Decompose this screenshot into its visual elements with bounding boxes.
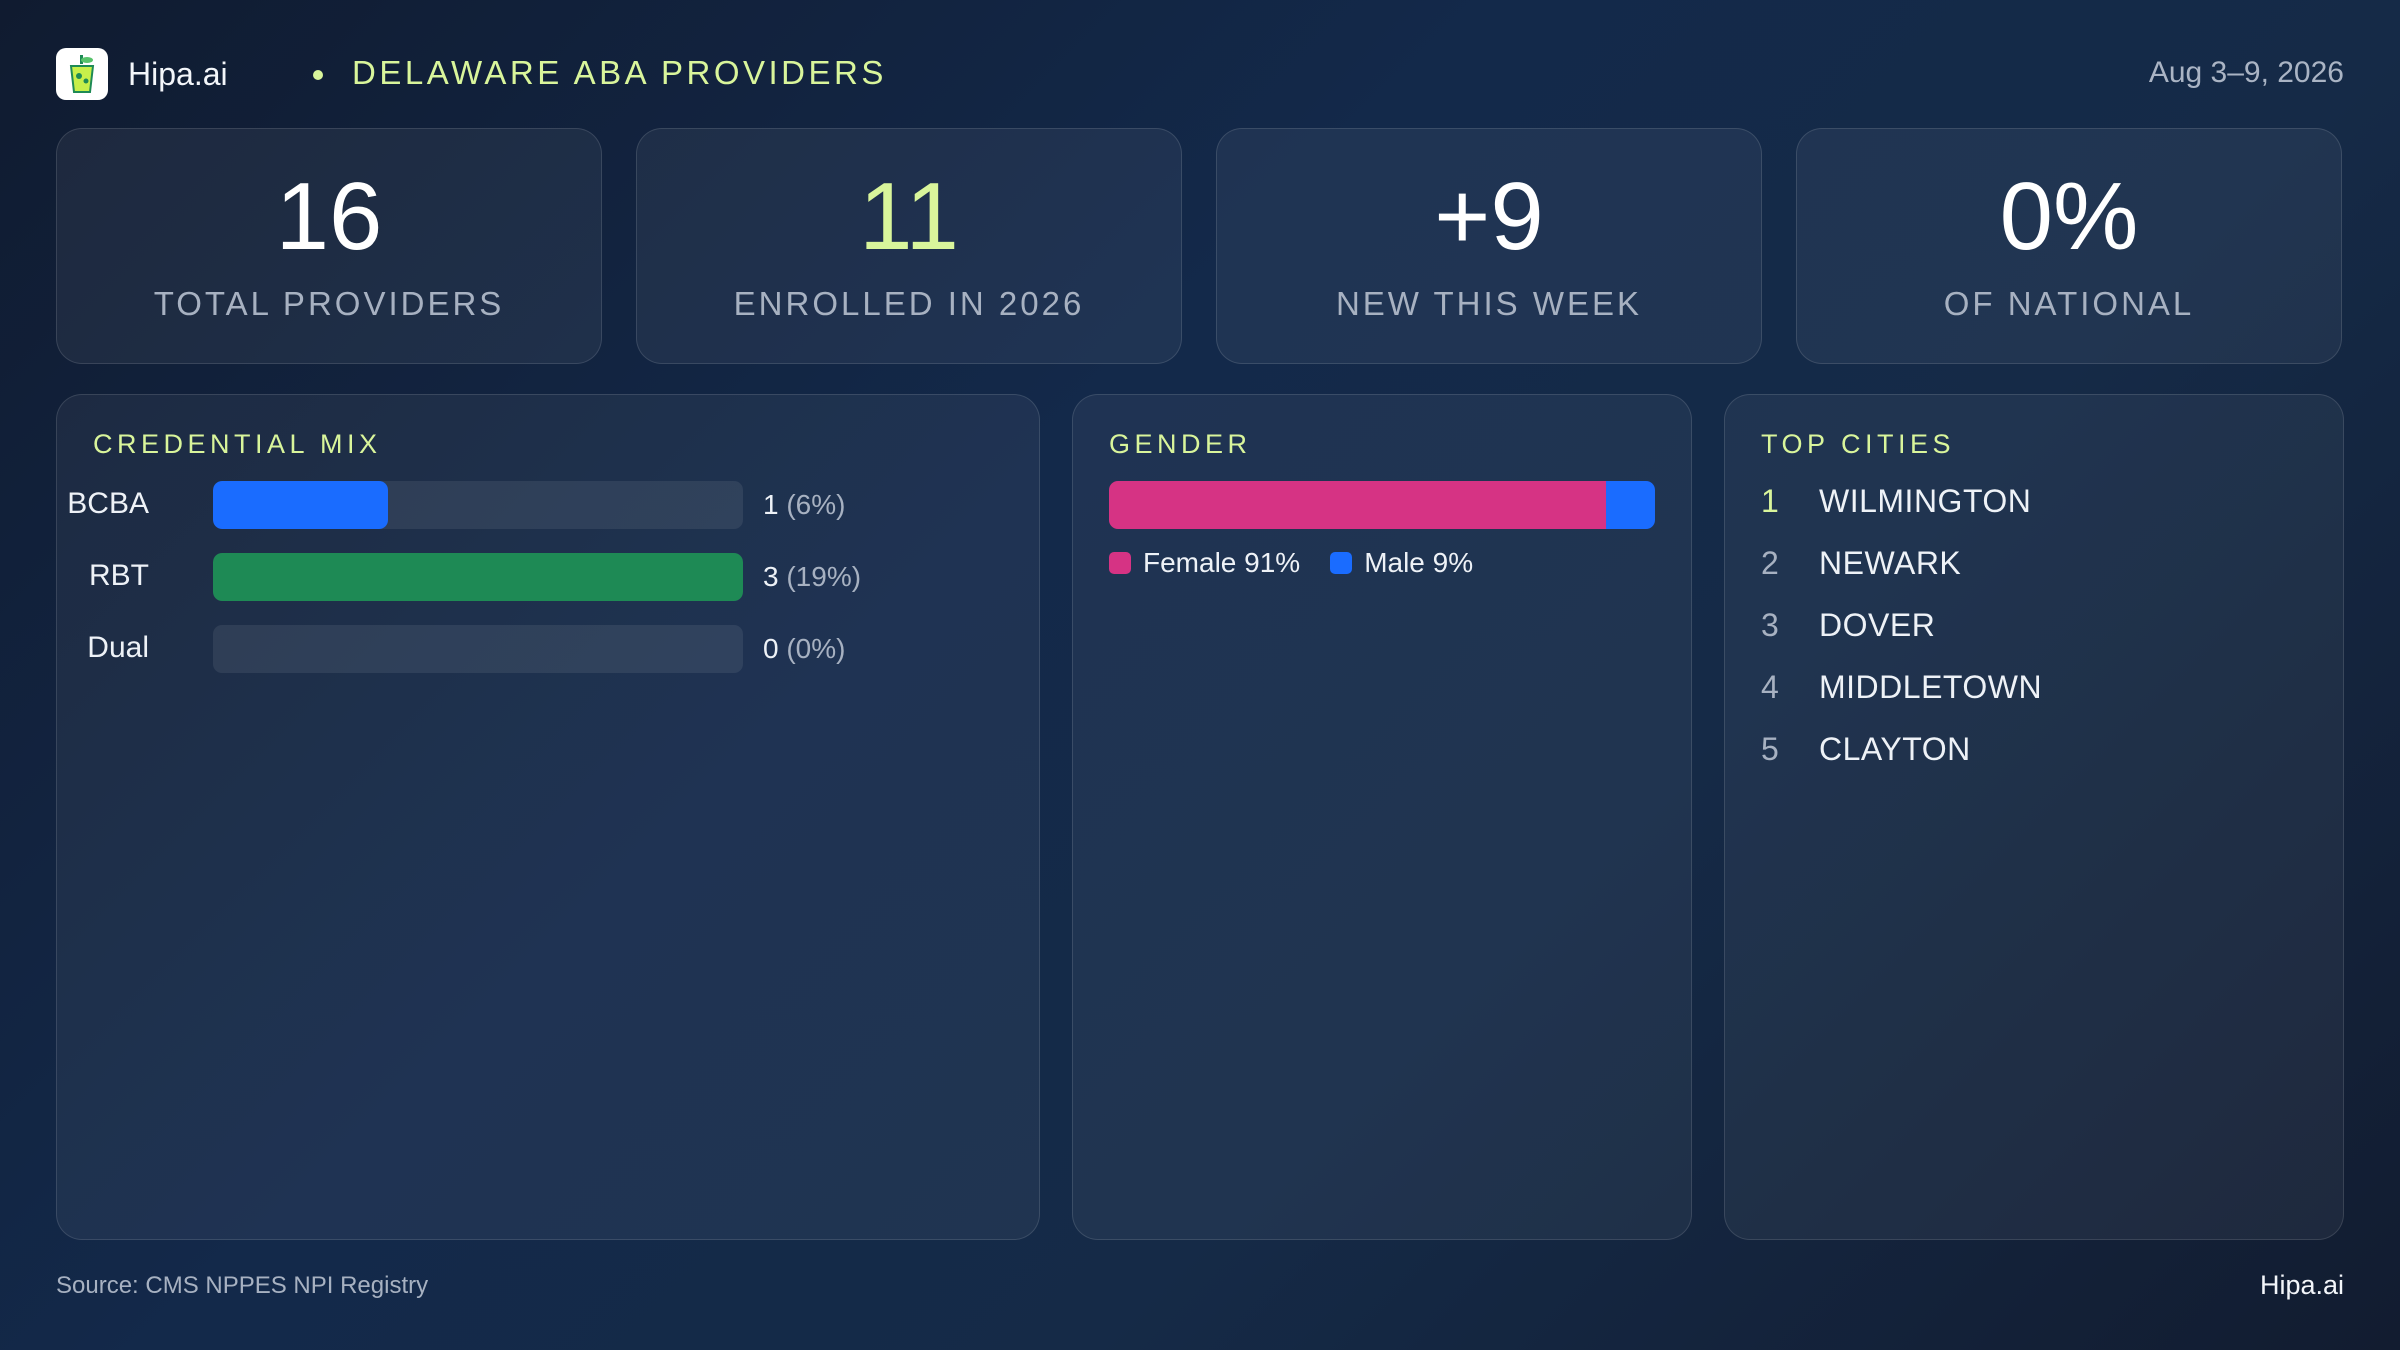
bar-percent: (19%) (786, 561, 862, 592)
bar-label: RBT (89, 559, 149, 592)
stat-value: 11 (859, 163, 959, 270)
footer-brand: Hipa.ai (2259, 1270, 2344, 1300)
bar-count: 0 (763, 633, 779, 664)
source-note: Source: CMS NPPES NPI Registry (56, 1272, 429, 1299)
bar-count: 1 (763, 489, 779, 520)
legend-swatch (1109, 552, 1131, 574)
title-separator-dot (313, 70, 323, 80)
stat-card-enrolled: 11 ENROLLED IN 2026 (636, 128, 1182, 364)
stat-card-new-this-week: +9 NEW THIS WEEK (1216, 128, 1762, 364)
bar-label: Dual (87, 631, 149, 664)
bar-track (213, 625, 743, 673)
gender-segment-female (1109, 481, 1606, 529)
page-title: DELAWARE ABA PROVIDERS (296, 54, 887, 92)
gender-bar (1109, 481, 1655, 529)
page-title-text: DELAWARE ABA PROVIDERS (352, 54, 887, 91)
brand-name: Hipa.ai (128, 56, 228, 92)
legend-item-female: Female 91% (1109, 547, 1300, 579)
city-name: WILMINGTON (1819, 483, 2032, 519)
bar-value: 1 (6%) (763, 489, 845, 521)
gender-panel: GENDER Female 91% Male 9% (1072, 394, 1692, 1240)
bar-fill (213, 553, 743, 601)
credential-row-dual: Dual 0 (0%) (57, 625, 997, 675)
logo[interactable] (56, 48, 108, 100)
city-rank: 4 (1761, 669, 1779, 705)
city-item: 2 NEWARK (1761, 545, 2301, 585)
gender-legend: Female 91% Male 9% (1109, 547, 1473, 579)
city-name: MIDDLETOWN (1819, 669, 2043, 705)
top-cities-panel: TOP CITIES 1 WILMINGTON 2 NEWARK 3 DOVER… (1724, 394, 2344, 1240)
city-item: 4 MIDDLETOWN (1761, 669, 2301, 709)
panel-title: CREDENTIAL MIX (93, 429, 382, 459)
city-name: NEWARK (1819, 545, 1962, 581)
city-rank: 2 (1761, 545, 1779, 581)
bar-track (213, 553, 743, 601)
city-item: 1 WILMINGTON (1761, 483, 2301, 523)
stat-value: +9 (1434, 163, 1544, 270)
legend-swatch (1330, 552, 1353, 574)
stat-value: 0% (1999, 163, 2139, 270)
bar-value: 0 (0%) (763, 633, 845, 665)
stat-label: NEW THIS WEEK (1335, 285, 1643, 322)
stat-label: ENROLLED IN 2026 (733, 285, 1085, 322)
bar-fill (213, 481, 388, 529)
city-rank: 3 (1761, 607, 1779, 643)
city-name: CLAYTON (1819, 731, 1971, 767)
bar-percent: (0%) (786, 633, 846, 664)
gender-segment-male (1605, 481, 1655, 529)
credential-row-bcba: BCBA 1 (6%) (57, 481, 997, 531)
city-rank: 1 (1761, 483, 1779, 519)
credential-row-rbt: RBT 3 (19%) (57, 553, 997, 603)
bar-count: 3 (763, 561, 779, 592)
city-name: DOVER (1819, 607, 1936, 643)
city-item: 5 CLAYTON (1761, 731, 2301, 771)
panel-title: TOP CITIES (1761, 429, 1956, 459)
city-rank: 5 (1761, 731, 1779, 767)
legend-label: Female 91% (1143, 547, 1301, 578)
city-item: 3 DOVER (1761, 607, 2301, 647)
stat-card-of-national: 0% OF NATIONAL (1796, 128, 2342, 364)
bar-track (213, 481, 743, 529)
stat-label: OF NATIONAL (1943, 285, 2195, 322)
panel-title: GENDER (1109, 429, 1252, 459)
bar-label: BCBA (67, 487, 149, 520)
juice-cup-icon (69, 55, 95, 93)
stat-value: 16 (275, 163, 383, 270)
credential-mix-panel: CREDENTIAL MIX BCBA 1 (6%) RBT 3 (19%) D… (56, 394, 1040, 1240)
legend-label: Male 9% (1364, 547, 1474, 578)
bar-percent: (6%) (786, 489, 846, 520)
bar-value: 3 (19%) (763, 561, 861, 593)
stat-card-total-providers: 16 TOTAL PROVIDERS (56, 128, 602, 364)
legend-item-male: Male 9% (1330, 547, 1473, 579)
stat-label: TOTAL PROVIDERS (153, 285, 505, 322)
header: Hipa.ai DELAWARE ABA PROVIDERS Aug 3–9, … (56, 48, 2344, 100)
date-range: Aug 3–9, 2026 (2148, 56, 2344, 89)
